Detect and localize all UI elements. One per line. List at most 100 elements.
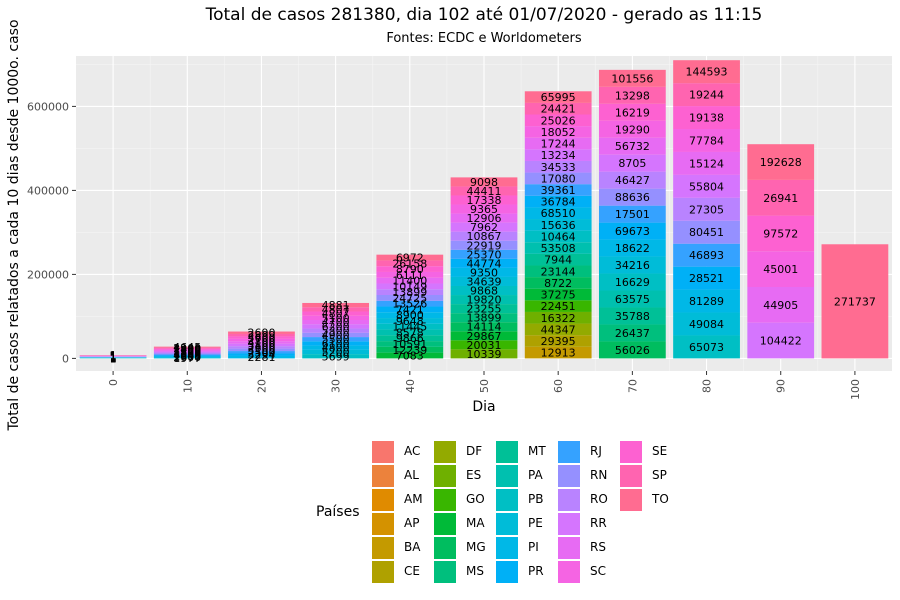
bar-data-label: 2500 [247, 346, 275, 359]
bar-segment [302, 302, 370, 308]
bar-data-label: 8578 [396, 326, 424, 339]
bar-data-label: 13298 [615, 89, 650, 102]
bar-data-label: 5699 [322, 350, 350, 363]
bar-segment [376, 295, 444, 301]
bar-segment [598, 239, 666, 257]
bar-data-label: 7083 [396, 350, 424, 363]
bar-segment [747, 179, 815, 216]
bar-data-label: 5500 [322, 333, 350, 346]
bar-data-label: 18622 [615, 242, 650, 255]
bar-data-label: 20031 [467, 339, 502, 352]
bar-data-label: 1800 [173, 346, 201, 359]
bar-data-label: 1 [110, 351, 117, 364]
legend-label: SP [652, 468, 667, 482]
bar-data-label: 29867 [467, 330, 502, 343]
bar-data-label: 1700 [173, 344, 201, 357]
bar-segment [450, 195, 518, 205]
bar-data-label: 2600 [173, 351, 201, 364]
bar-data-label: 192628 [760, 156, 802, 169]
legend-swatch [372, 561, 394, 583]
bar-data-label: 4643 [173, 349, 201, 362]
legend-label: TO [652, 492, 669, 506]
bar-data-label: 1400 [173, 343, 201, 356]
bar-data-label: 104422 [760, 335, 802, 348]
bar-data-label: 1 [110, 350, 117, 363]
bar-data-label: 25370 [467, 248, 502, 261]
bar-data-label: 18052 [541, 126, 576, 139]
bar-data-label: 1 [110, 351, 117, 364]
bar-segment [747, 287, 815, 323]
bar-segment [376, 329, 444, 336]
x-tick-label: 20 [255, 379, 268, 393]
bar-segment [450, 285, 518, 296]
bar-data-label: 4100 [247, 337, 275, 350]
legend-swatch [372, 441, 394, 463]
bar-data-label: 1200 [173, 347, 201, 360]
bar-data-label: 9868 [470, 285, 498, 298]
bar-segment [228, 341, 295, 344]
bar-data-label: 17244 [541, 138, 576, 151]
legend-label: AP [404, 516, 420, 530]
bar-data-label: 1 [110, 350, 117, 363]
bar-segment [376, 266, 444, 272]
bar-segment [524, 219, 592, 231]
bar-data-label: 2600 [247, 341, 275, 354]
bar-segment [673, 83, 740, 107]
bar-segment [524, 184, 592, 196]
bar-segment [598, 69, 666, 87]
bar-data-label: 1 [110, 350, 117, 363]
bar-segment [450, 186, 518, 196]
bar-segment [598, 171, 666, 189]
legend-swatch [434, 441, 456, 463]
bar-segment [228, 338, 295, 342]
bar-data-label: 77784 [689, 134, 724, 147]
bar-data-label: 6972 [396, 252, 424, 265]
bar-data-label: 23255 [467, 303, 502, 316]
bar-segment [228, 355, 295, 359]
legend-swatch [434, 465, 456, 487]
bar-segment [376, 341, 444, 347]
legend-swatch [620, 441, 642, 463]
bar-data-label: 10867 [467, 230, 502, 243]
legend-label: PE [528, 516, 543, 530]
bar-data-label: 13526 [392, 298, 427, 311]
bar-data-label: 23144 [541, 265, 576, 278]
legend-label: RN [590, 468, 608, 482]
bar-data-label: 49084 [689, 318, 724, 331]
x-axis-label: Dia [472, 399, 496, 415]
bar-segment [524, 114, 592, 127]
bar-data-label: 6111 [396, 269, 424, 282]
bar-data-label: 16322 [541, 312, 576, 325]
bar-data-label: 22919 [467, 239, 502, 252]
bar-segment [153, 348, 221, 350]
bar-segment [450, 177, 518, 187]
bar-segment [450, 331, 518, 341]
bar-segment [450, 213, 518, 223]
bar-data-label: 271737 [834, 295, 876, 308]
x-tick-label: 30 [330, 379, 343, 393]
bar-segment [747, 322, 815, 359]
bar-data-label: 63575 [615, 293, 650, 306]
bar-data-label: 45001 [763, 263, 798, 276]
bar-segment [673, 151, 740, 175]
legend-swatch [372, 513, 394, 535]
legend-label: SE [652, 444, 668, 458]
bar-segment [524, 311, 592, 324]
bar-segment [302, 320, 370, 325]
bar-data-label: 3600 [247, 332, 275, 345]
legend-swatch [496, 513, 518, 535]
bar-data-label: 44774 [467, 257, 502, 270]
legend-label: RR [590, 516, 607, 530]
bar-data-label: 4881 [322, 299, 350, 312]
bar-data-label: 1903 [173, 350, 201, 363]
bar-data-label: 1 [110, 349, 117, 362]
y-tick-label: 400000 [27, 184, 69, 197]
bar-data-label: 28521 [689, 272, 724, 285]
bar-data-label: 12239 [392, 344, 427, 357]
bar-segment [673, 106, 740, 130]
bar-data-label: 19820 [467, 294, 502, 307]
bar-data-label: 10339 [467, 348, 502, 361]
y-tick-label: 0 [62, 352, 69, 365]
bar-data-label: 26158 [392, 257, 427, 270]
x-tick-label: 100 [849, 379, 862, 400]
